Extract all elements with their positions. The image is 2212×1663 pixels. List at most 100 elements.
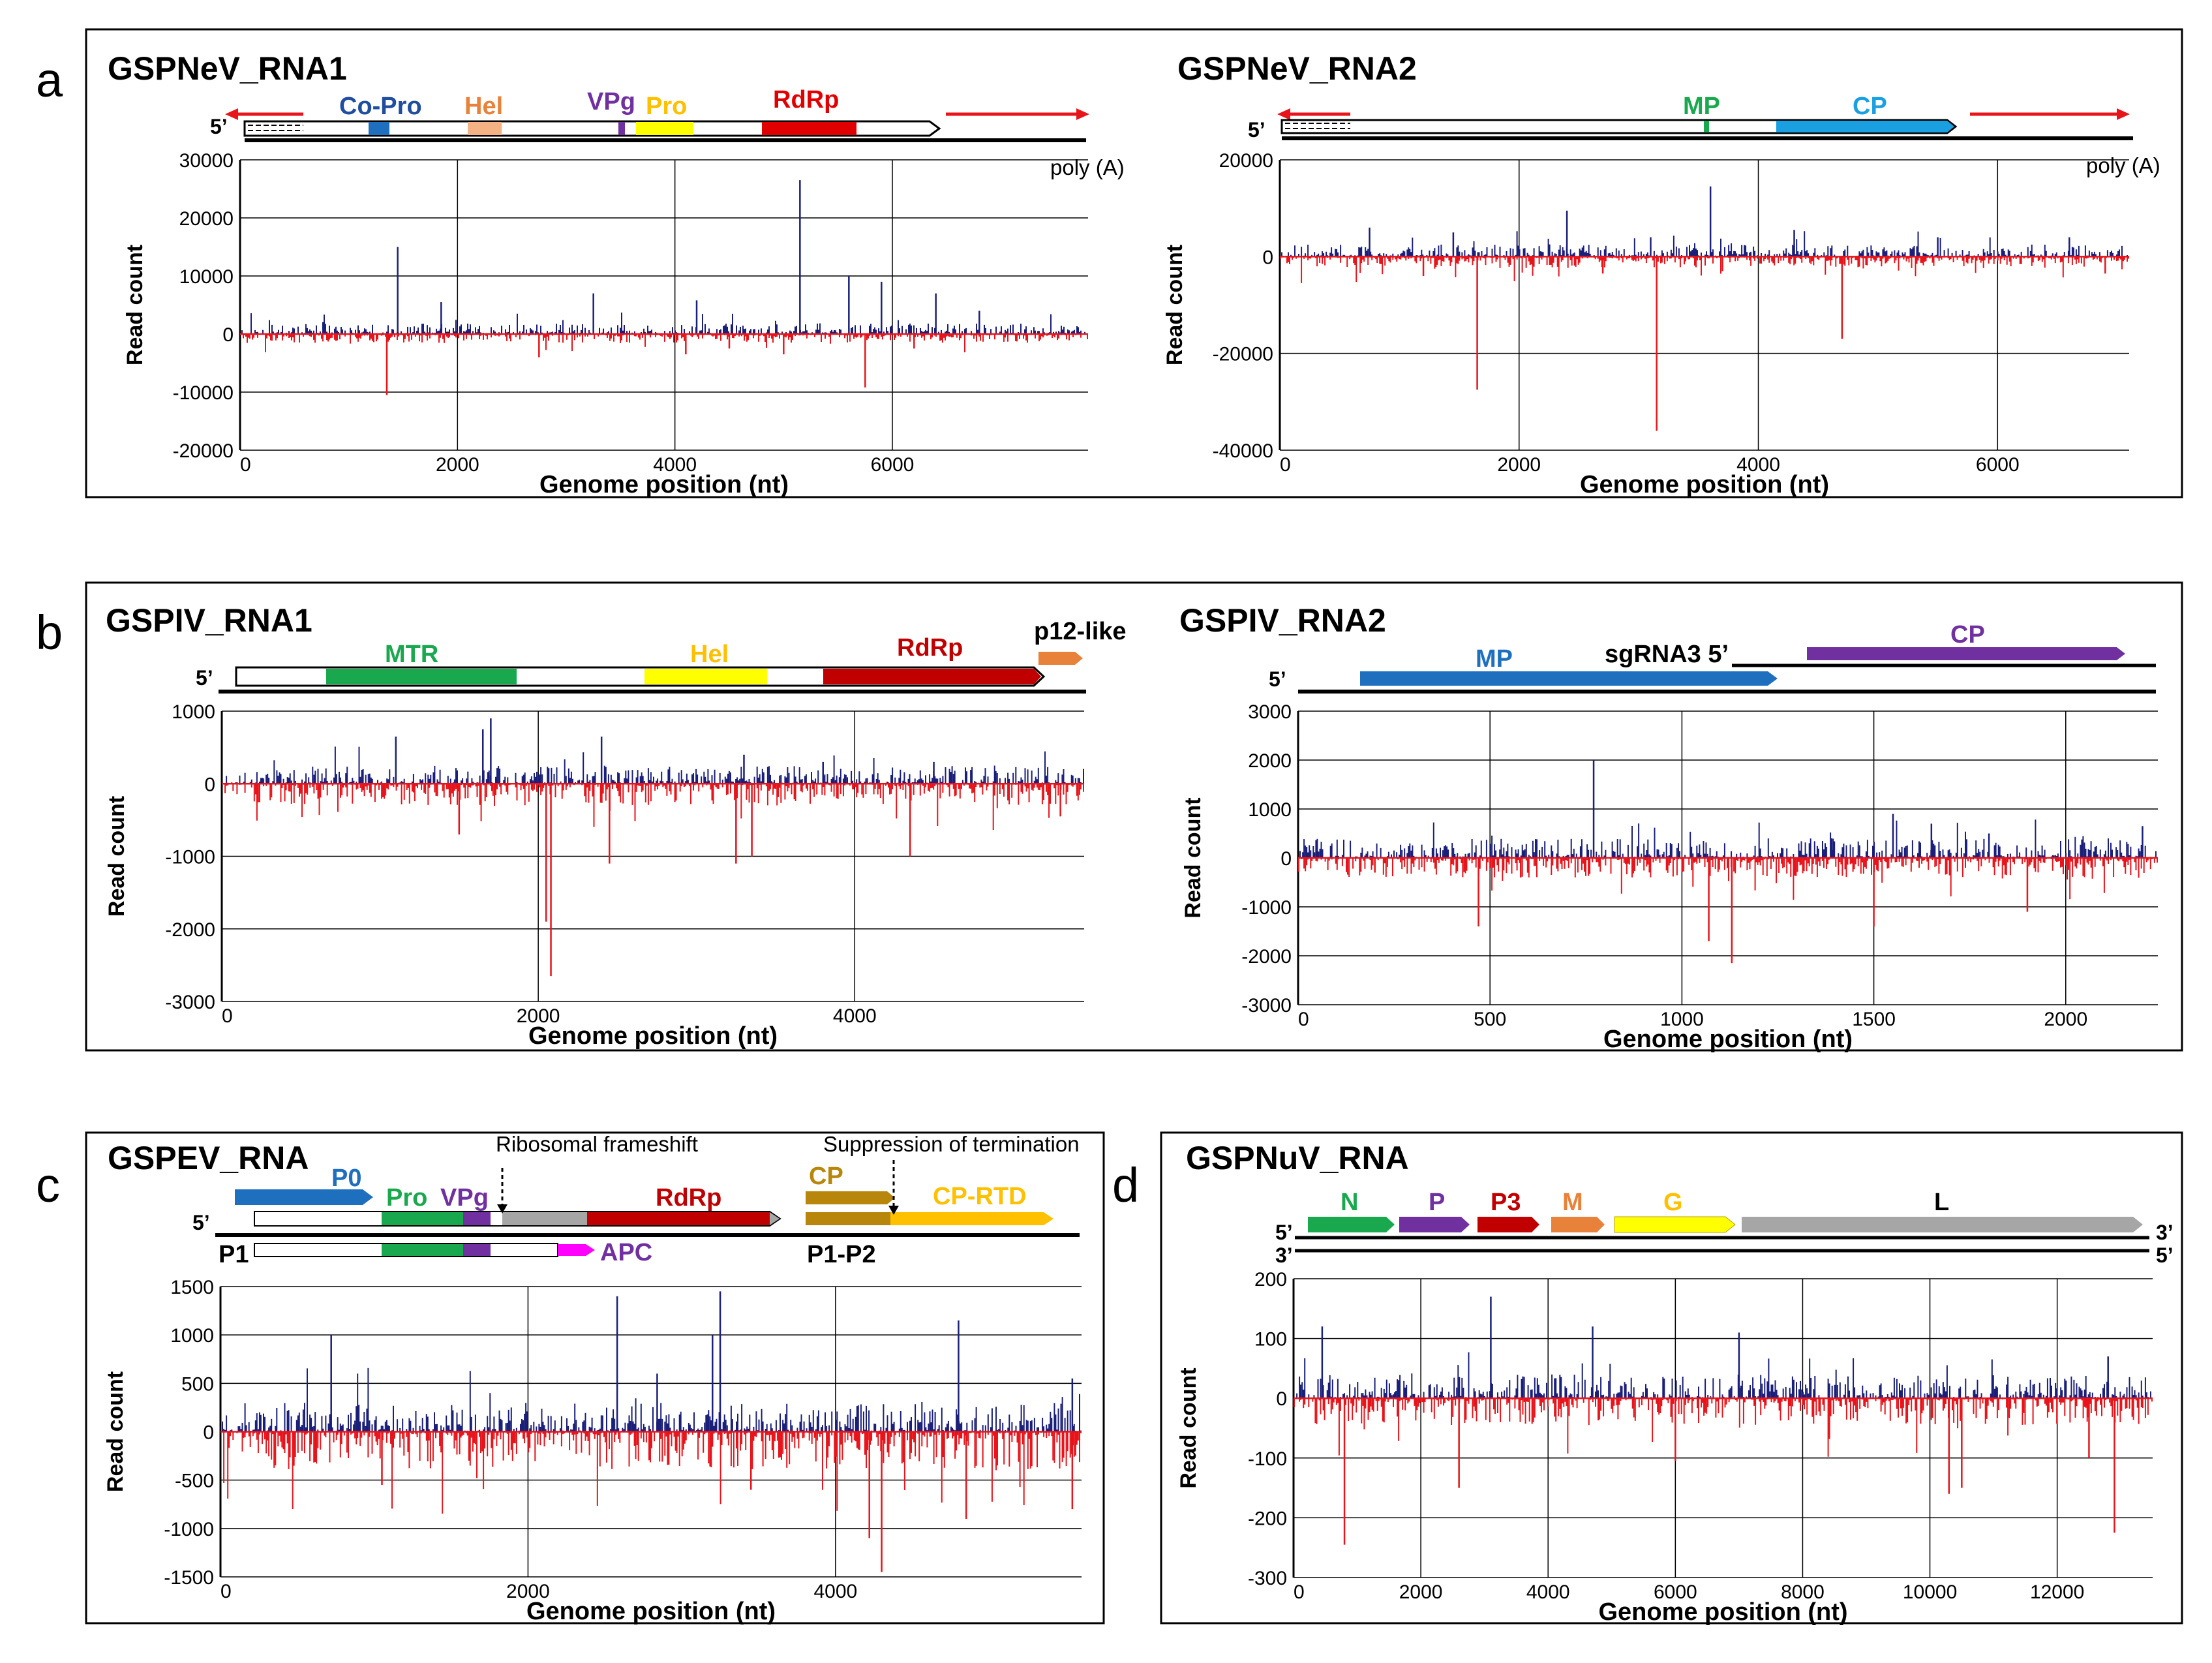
five-prime: 5’ — [192, 1211, 210, 1234]
x-tick-label: 8000 — [1781, 1581, 1825, 1603]
x-tick-label: 2000 — [1497, 454, 1541, 476]
x-tick-label: 1000 — [1660, 1009, 1704, 1030]
gene-label: P0 — [331, 1165, 361, 1192]
y-tick-label: 20000 — [179, 208, 234, 230]
y-tick-label: -3000 — [1241, 995, 1292, 1016]
mtr-block — [326, 669, 517, 684]
n-arrow — [1308, 1217, 1395, 1232]
y-tick-label: -2000 — [165, 919, 215, 941]
vpg-block — [618, 122, 625, 135]
x-tick-label: 0 — [222, 1005, 233, 1027]
p12-arrow — [1038, 652, 1083, 665]
pro-block — [636, 122, 693, 135]
chart-gspiv-rna2: 3000 2000 1000 0 -1000 -2000 -3000 0 500 1000 1500… — [1181, 701, 2158, 1053]
gene-label: M — [1562, 1189, 1583, 1216]
y-tick-label: -1500 — [164, 1567, 214, 1589]
y-tick-label: 1500 — [170, 1277, 214, 1298]
apc-arrow — [558, 1244, 595, 1256]
y-tick-label: 3000 — [1248, 701, 1292, 723]
y-tick-label: -300 — [1248, 1568, 1287, 1589]
hel-block — [468, 122, 502, 135]
y-tick-label: 500 — [181, 1373, 214, 1395]
x-axis-label: Genome position (nt) — [1603, 1026, 1853, 1053]
y-tick-label: 30000 — [179, 150, 234, 172]
title-gspnev-rna1: GSPNeV_RNA1 — [108, 50, 347, 87]
positive-strand-trace — [1280, 231, 2129, 257]
three-prime: 3’ — [2156, 1221, 2174, 1244]
y-tick-label: 20000 — [1219, 150, 1273, 172]
x-tick-label: 2000 — [1399, 1581, 1443, 1603]
panel-a-frame — [85, 28, 2183, 498]
gene-label: Hel — [464, 93, 503, 120]
gene-label: Pro — [646, 93, 687, 120]
p1p2-label: P1-P2 — [807, 1241, 876, 1268]
p1-label: P1 — [219, 1241, 249, 1268]
five-prime: 5’ — [2156, 1243, 2174, 1267]
y-axis-label: Read count — [1181, 797, 1205, 918]
y-tick-label: 0 — [1280, 848, 1292, 870]
copro-block — [369, 122, 389, 135]
rdrp-arrow — [823, 669, 1041, 684]
mp-arrow — [1360, 671, 1778, 686]
negative-strand-trace — [1294, 1398, 2153, 1457]
genome-map-gspiv-rna1: 5’ MTR Hel RdRp p12-like — [196, 618, 1127, 694]
p0-arrow — [235, 1189, 373, 1205]
genome-map-gspnev-rna2: 5’ MP CP poly (A) — [1248, 93, 2160, 177]
title-gspnev-rna2: GSPNeV_RNA2 — [1177, 50, 1417, 87]
y-tick-label: 200 — [1254, 1269, 1287, 1290]
y-tick-label: 1000 — [1248, 799, 1292, 821]
y-tick-label: 1000 — [172, 701, 215, 723]
gene-label: VPg — [440, 1184, 489, 1212]
x-tick-label: 2000 — [506, 1581, 550, 1602]
x-tick-label: 500 — [1474, 1009, 1506, 1030]
x-tick-label: 0 — [1280, 454, 1291, 476]
gene-label: p12-like — [1034, 618, 1127, 645]
x-tick-label: 6000 — [1654, 1581, 1697, 1603]
red-arrowhead-icon — [225, 108, 238, 120]
gene-label: CP — [809, 1163, 843, 1190]
genome-map-gspiv-rna2: 5’ MP CP sgRNA3 5’ — [1269, 621, 2156, 694]
x-tick-label: 0 — [1298, 1009, 1309, 1030]
gene-label: MTR — [385, 641, 438, 668]
y-tick-label: -20000 — [173, 440, 234, 462]
x-tick-label: 4000 — [653, 454, 697, 476]
five-prime: 5’ — [196, 666, 213, 690]
y-tick-label: 2000 — [1248, 750, 1292, 772]
gene-label: RdRp — [656, 1184, 721, 1212]
gene-label: MP — [1683, 93, 1720, 120]
positive-strand-trace — [220, 1367, 1082, 1432]
negative-strand-trace — [220, 1431, 1082, 1514]
x-tick-label: 0 — [220, 1581, 232, 1602]
mp-block — [1704, 121, 1709, 132]
gene-label: VPg — [587, 88, 635, 115]
gene-label: APC — [600, 1239, 652, 1266]
gene-label: RdRp — [897, 634, 963, 662]
panel-c-frame — [85, 1131, 1105, 1625]
genome-map-gspnev-rna1: 5’ Co-Pro Hel VPg Pro RdRp poly (A) — [210, 86, 1125, 179]
red-arrowhead-icon — [1277, 108, 1290, 120]
y-tick-label: 100 — [1254, 1329, 1287, 1350]
title-gspiv-rna2: GSPIV_RNA2 — [1179, 602, 1386, 639]
suppression-note: Suppression of termination — [823, 1132, 1080, 1156]
gene-label: CP-RTD — [933, 1183, 1027, 1210]
x-tick-label: 2000 — [436, 454, 479, 476]
gene-label: Pro — [386, 1184, 427, 1212]
x-tick-label: 12000 — [2030, 1581, 2084, 1603]
chart-gspnev-rna1: 30000 20000 10000 0 -10000 -20000 0 2000 4000 600… — [123, 150, 1088, 498]
x-tick-label: 2000 — [2044, 1009, 2087, 1030]
sgrna3-label: sgRNA3 5’ — [1605, 641, 1729, 668]
x-tick-label: 4000 — [813, 1581, 857, 1602]
panel-b-frame — [85, 581, 2183, 1052]
x-tick-label: 10000 — [1903, 1581, 1957, 1603]
arrow-down-icon — [497, 1204, 508, 1213]
x-tick-label: 2000 — [517, 1005, 560, 1027]
hel-block — [644, 669, 767, 684]
cp-arrow — [1776, 121, 1954, 132]
y-axis-label: Read count — [103, 1371, 128, 1492]
x-tick-label: 0 — [240, 454, 251, 476]
gene-label: CP — [1950, 621, 1985, 648]
y-tick-label: 1000 — [170, 1325, 214, 1347]
x-axis-label: Genome position (nt) — [539, 471, 789, 498]
p-arrow — [1399, 1217, 1470, 1232]
gene-label: N — [1341, 1189, 1358, 1216]
